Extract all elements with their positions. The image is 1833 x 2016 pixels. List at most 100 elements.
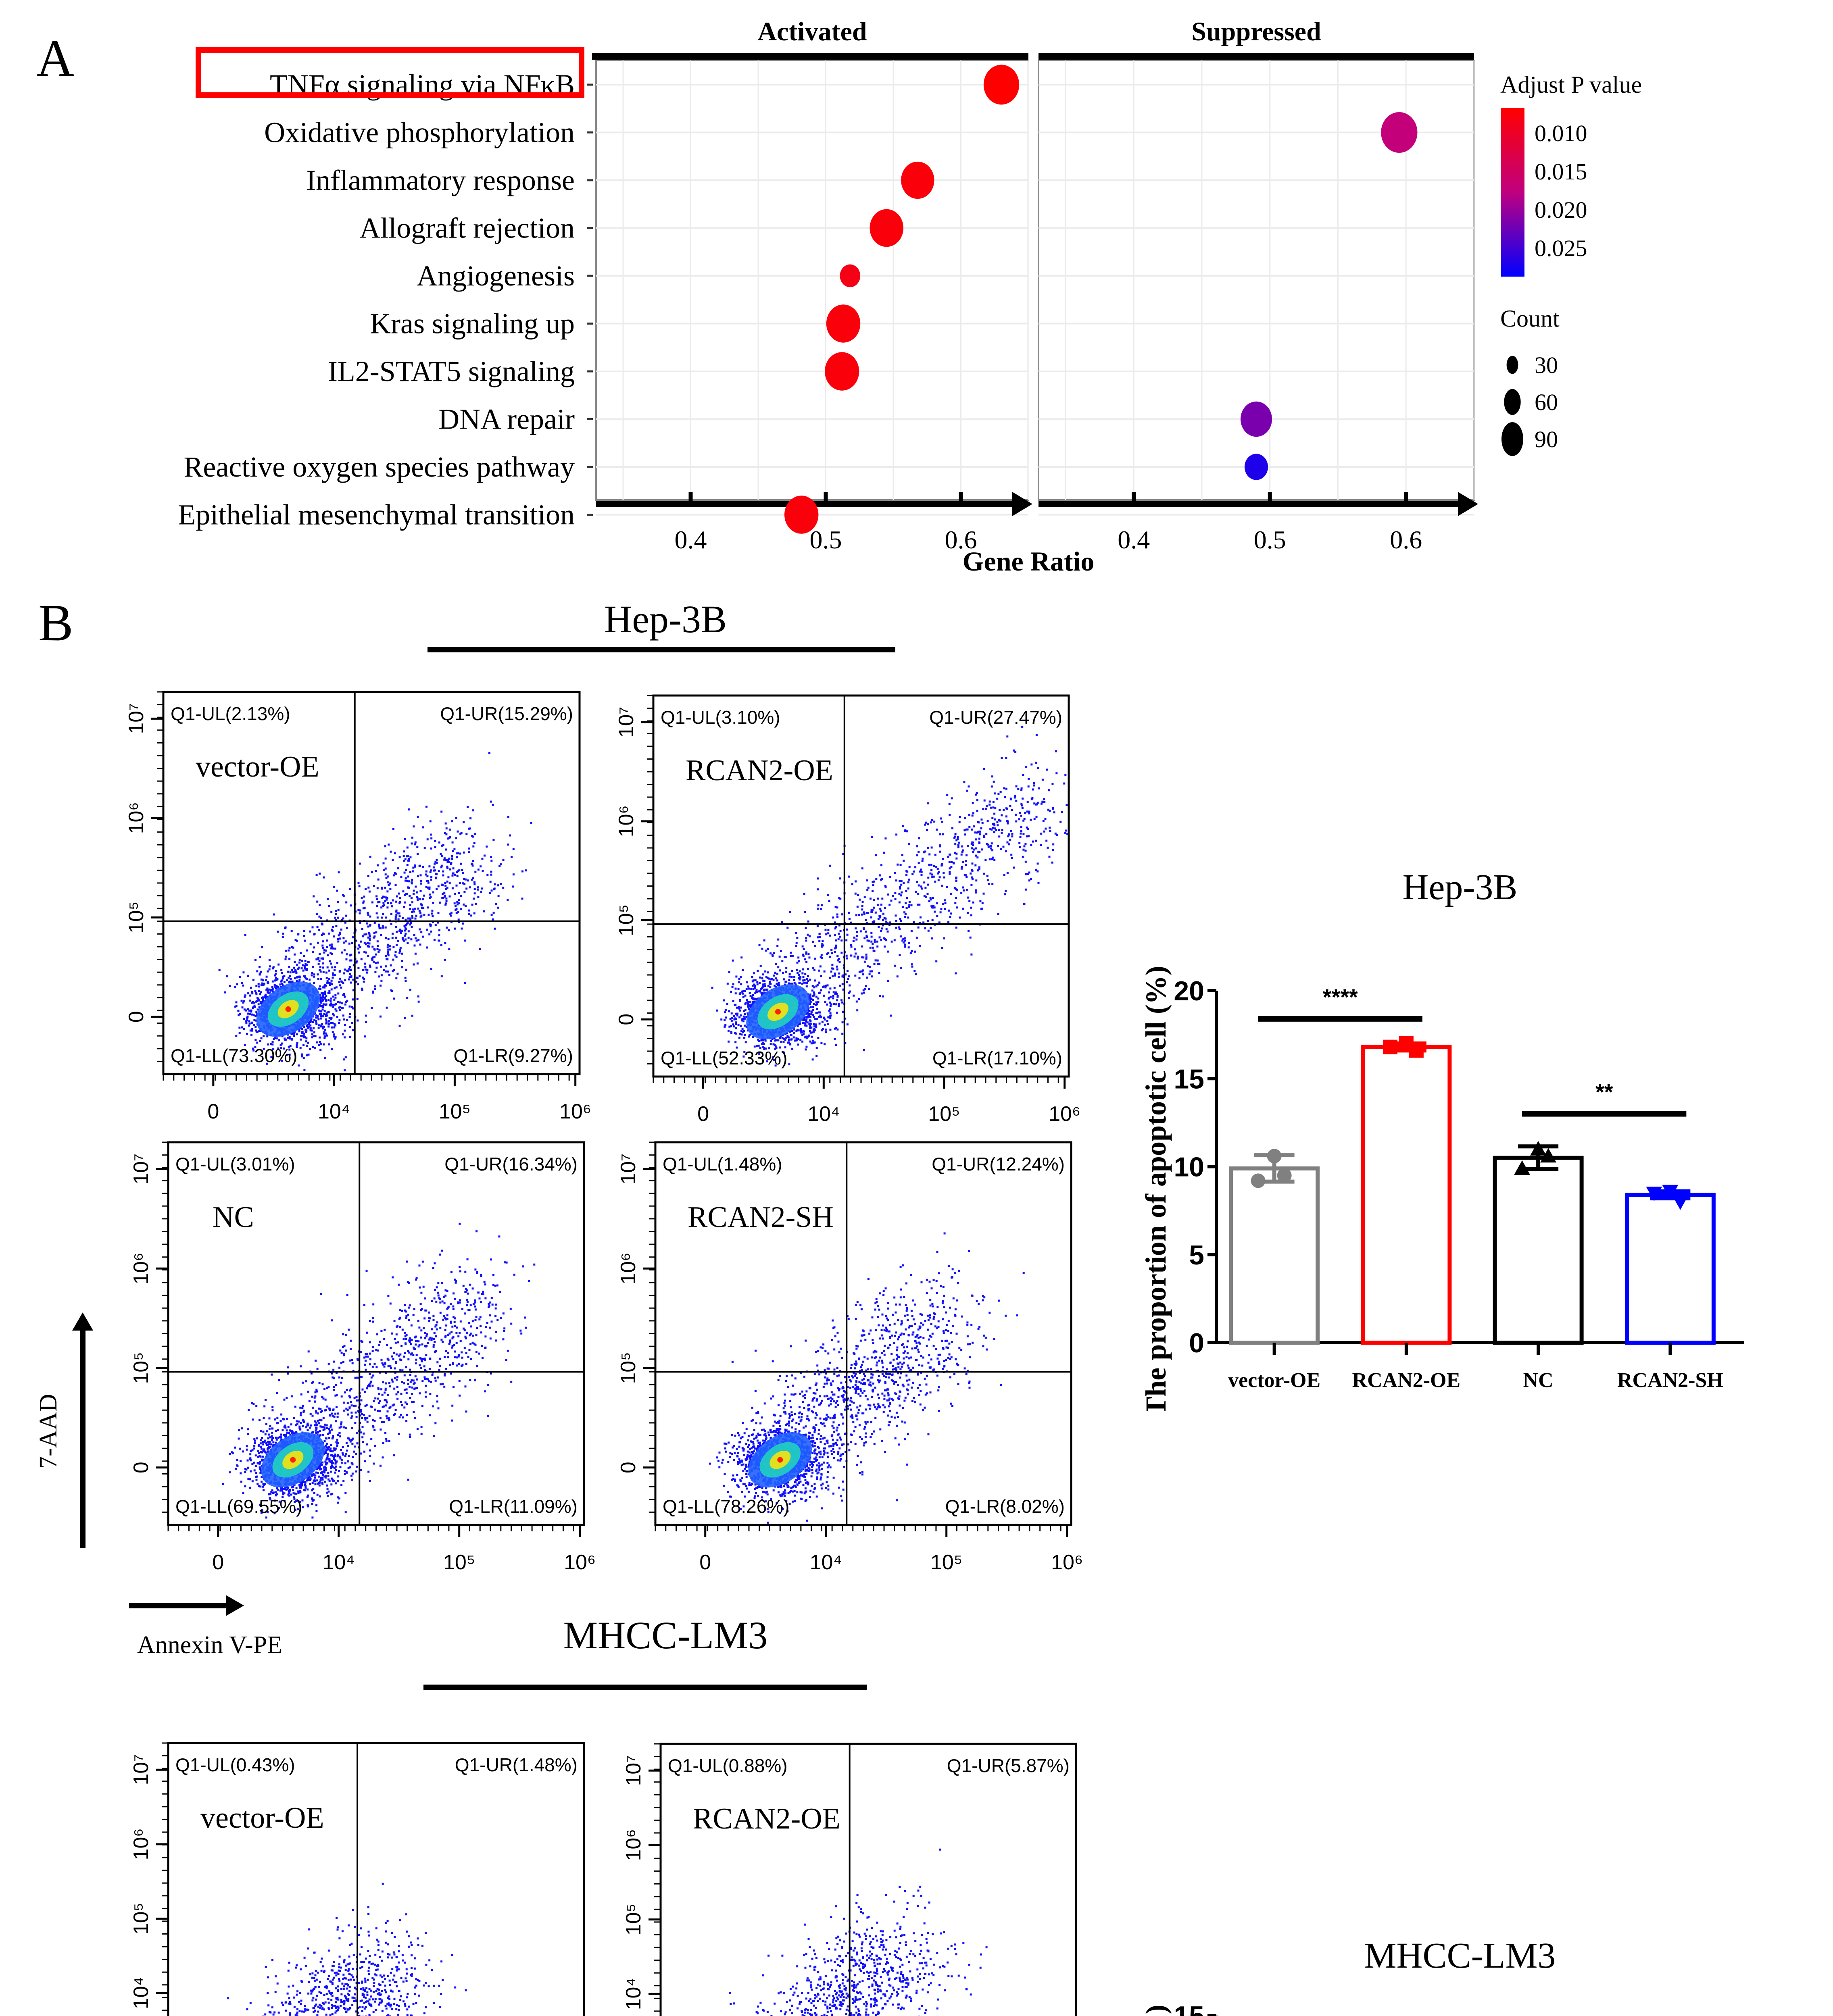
sample-label: RCAN2-OE — [693, 1802, 840, 1835]
flow-plot-mhcc-lm3-vector-oe: Q1-UL(0.43%)Q1-UR(1.48%)Q1-LL(89.45%)Q1-… — [129, 1742, 585, 2016]
y-tick-label: 10⁴ — [129, 1977, 153, 2009]
size-legend-tick: 60 — [1535, 389, 1558, 415]
flow-plot-hep-3b-rcan2-sh: Q1-UL(1.48%) Q1-UR(12.24%) Q1-LL(78.26%) Q1… — [617, 1141, 1083, 1574]
density-peak — [285, 1006, 291, 1012]
y-tick-label: 10⁶ — [129, 1828, 153, 1860]
hep3b-bar-chart: Hep-3B The proportion of apoptotic cell (… — [1140, 867, 1744, 1411]
y-axis-title: The proportion of apoptotic cell (%) — [1140, 966, 1172, 1411]
density-peak — [290, 1457, 296, 1463]
x-tick-label: 0.5 — [1254, 525, 1286, 554]
chart-title: MHCC-LM3 — [1364, 1936, 1556, 1976]
y-tick-label: 10⁷ — [125, 703, 148, 734]
y-tick-label: 10⁷ — [622, 1755, 645, 1786]
y-tick-label: 10⁴ — [622, 1978, 645, 2010]
y-tick-label: 10⁶ — [615, 805, 638, 837]
term-label: DNA repair — [438, 403, 575, 435]
x-tick-label: 10⁶ — [559, 1100, 591, 1123]
flow-cytometry-plots: Q1-UL(2.13%) Q1-UR(15.29%) Q1-LL(73.30%) Q1… — [35, 691, 1083, 2016]
y-tick-label: 0 — [617, 1462, 640, 1473]
flow-plot-hep-3b-vector-oe: Q1-UL(2.13%) Q1-UR(15.29%) Q1-LL(73.30%) Q1… — [125, 691, 591, 1123]
quadrant-ll-label: Q1-LL(69.55%) — [175, 1496, 302, 1517]
significance-label: **** — [1323, 984, 1358, 1010]
term-label: Angiogenesis — [417, 260, 575, 292]
quadrant-ul-label: Q1-UL(3.01%) — [175, 1154, 295, 1175]
x-tick-label: 0.5 — [810, 525, 842, 554]
y-tick-label: 10⁷ — [617, 1154, 640, 1185]
y-tick-label: 10⁷ — [615, 707, 638, 738]
x-tick-label: 10⁵ — [443, 1551, 475, 1574]
x-tick-label: RCAN2-SH — [1617, 1369, 1723, 1392]
data-point — [1409, 1043, 1424, 1058]
flow-plot-hep-3b-rcan2-oe: Q1-UL(3.10%) Q1-UR(27.47%) Q1-LL(52.33%) Q1… — [615, 694, 1080, 1126]
y-tick-label: 10⁵ — [129, 1903, 153, 1935]
y-tick-label: 0 — [1189, 1328, 1204, 1358]
data-point — [1267, 1149, 1282, 1164]
dot-il2-stat5-signaling — [825, 352, 859, 391]
y-tick-label: 10⁵ — [622, 1904, 645, 1935]
data-point — [1672, 1195, 1689, 1210]
term-label: IL2-STAT5 signaling — [328, 355, 575, 387]
data-point — [1540, 1148, 1557, 1163]
x-tick-label: vector-OE — [1228, 1369, 1320, 1392]
quadrant-ll-label: Q1-LL(78.26%) — [663, 1496, 790, 1517]
y-tick-label: 10 — [1174, 1152, 1204, 1183]
chart-title: Hep-3B — [1403, 867, 1518, 907]
y-tick-label: 0 — [129, 1462, 153, 1473]
quadrant-ul-label: Q1-UL(3.10%) — [661, 707, 780, 728]
x-tick-label: 10⁴ — [807, 1102, 840, 1126]
quadrant-ur-label: Q1-UR(15.29%) — [440, 703, 573, 724]
dot-reactive-oxygen-species-pathway — [1244, 454, 1268, 480]
quadrant-lr-label: Q1-LR(9.27%) — [453, 1045, 573, 1066]
quadrant-ur-label: Q1-UR(27.47%) — [929, 707, 1062, 728]
mhcc-bar-chart: MHCC-LM3 The proportion of apoptotic cell… — [1140, 1936, 1556, 2016]
x-tick-label: 0 — [697, 1102, 709, 1126]
size-legend-dot — [1504, 389, 1521, 415]
y-tick-label: 5 — [1189, 1240, 1204, 1270]
sample-label: vector-OE — [196, 750, 319, 783]
arrow-right-icon — [226, 1595, 244, 1616]
x-tick-label: 10⁵ — [439, 1100, 471, 1123]
y-tick-label: 10⁵ — [125, 902, 148, 933]
y-tick-label: 10⁷ — [129, 1154, 153, 1185]
x-tick-label: 10⁵ — [928, 1102, 960, 1126]
density-peak — [775, 1009, 781, 1015]
facet-panel-activated — [595, 60, 1029, 501]
x-tick-label: 0.4 — [675, 525, 707, 554]
significance-label: ** — [1595, 1079, 1613, 1105]
term-label: Reactive oxygen species pathway — [184, 451, 575, 483]
highlight-box — [196, 47, 584, 98]
quadrant-lr-label: Q1-LR(8.02%) — [945, 1496, 1065, 1517]
y-tick-label: 15 — [1174, 1064, 1204, 1094]
dot-allograft-rejection — [870, 209, 904, 247]
bar-rcan2-oe — [1361, 1045, 1452, 1345]
x-tick-label: 10⁴ — [810, 1551, 842, 1574]
quadrant-ur-label: Q1-UR(5.87%) — [947, 1755, 1070, 1776]
x-tick-label: 0.4 — [1118, 525, 1150, 554]
y-tick-label: 10⁷ — [129, 1754, 153, 1785]
data-point — [1514, 1160, 1531, 1175]
quadrant-lr-label: Q1-LR(11.09%) — [449, 1496, 578, 1517]
bar-nc — [1493, 1156, 1584, 1345]
legend-size-title: Count — [1500, 305, 1560, 332]
quadrant-lr-label: Q1-LR(17.10%) — [932, 1048, 1062, 1068]
x-tick-label: 10⁶ — [1049, 1102, 1080, 1126]
data-point — [1251, 1173, 1266, 1188]
plot-frame — [162, 691, 581, 1075]
hep3b-flow-heading: Hep-3B — [604, 598, 727, 641]
quadrant-ul-label: Q1-UL(0.88%) — [668, 1755, 788, 1776]
mhcc-heading-bar — [423, 1685, 867, 1690]
dot-oxidative-phosphorylation — [1381, 112, 1418, 153]
term-label: Epithelial mesenchymal transition — [178, 499, 575, 531]
y-tick-label: 20 — [1174, 976, 1204, 1006]
sample-label: RCAN2-OE — [686, 754, 833, 787]
x-axis-title: Gene Ratio — [963, 546, 1095, 577]
data-point — [1662, 1185, 1679, 1200]
x-axis-label-annexin: Annexin V-PE — [137, 1631, 282, 1659]
y-tick-label: 10⁵ — [615, 904, 638, 936]
quadrant-ur-label: Q1-UR(16.34%) — [444, 1154, 578, 1175]
data-point — [1530, 1141, 1547, 1156]
dot-dna-repair — [1240, 401, 1272, 437]
mhcc-flow-heading: MHCC-LM3 — [563, 1614, 768, 1657]
x-tick-label: 0 — [699, 1551, 711, 1574]
quadrant-ul-label: Q1-UL(1.48%) — [663, 1154, 782, 1175]
